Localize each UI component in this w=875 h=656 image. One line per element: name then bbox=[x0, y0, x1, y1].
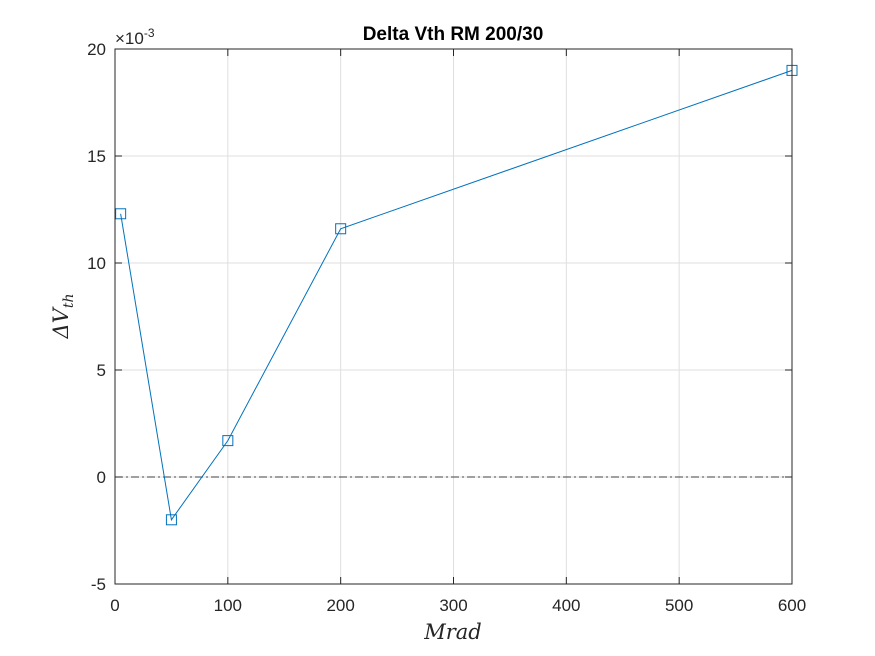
y-tick-label: 10 bbox=[87, 254, 106, 273]
data-point-marker bbox=[165, 514, 177, 526]
data-point-marker bbox=[335, 223, 347, 235]
x-tick-labels: 0 100 200 300 400 500 600 bbox=[110, 596, 806, 615]
x-axis-label: Mrad bbox=[423, 620, 482, 644]
y-tick-label: 5 bbox=[97, 361, 106, 380]
x-tick-label: 300 bbox=[439, 596, 467, 615]
y-tick-label: 15 bbox=[87, 147, 106, 166]
x-tick-label: 0 bbox=[110, 596, 119, 615]
y-exponent-base: ×10 bbox=[115, 29, 144, 48]
x-tick-label: 100 bbox=[214, 596, 242, 615]
y-tick-label: -5 bbox=[91, 575, 106, 594]
x-tick-label: 200 bbox=[326, 596, 354, 615]
axis-ticks bbox=[114, 48, 793, 585]
y-tick-label: 20 bbox=[87, 40, 106, 59]
y-exponent-power: -3 bbox=[144, 26, 155, 40]
y-tick-label: 0 bbox=[97, 468, 106, 487]
y-axis-label-main: ΔV bbox=[49, 306, 73, 339]
x-tick-label: 400 bbox=[552, 596, 580, 615]
y-tick-labels: -5 0 5 10 15 20 bbox=[87, 40, 106, 594]
data-point-marker bbox=[115, 208, 127, 220]
data-point-marker bbox=[222, 435, 234, 447]
x-tick-label: 500 bbox=[665, 596, 693, 615]
chart-title: Delta Vth RM 200/30 bbox=[363, 24, 544, 45]
y-exponent-label: ×10-3 bbox=[115, 26, 155, 48]
y-axis-label-subscript: th bbox=[61, 294, 77, 309]
x-tick-label: 600 bbox=[778, 596, 806, 615]
series-line bbox=[120, 69, 793, 522]
y-axis-label: ΔVth bbox=[49, 294, 77, 340]
